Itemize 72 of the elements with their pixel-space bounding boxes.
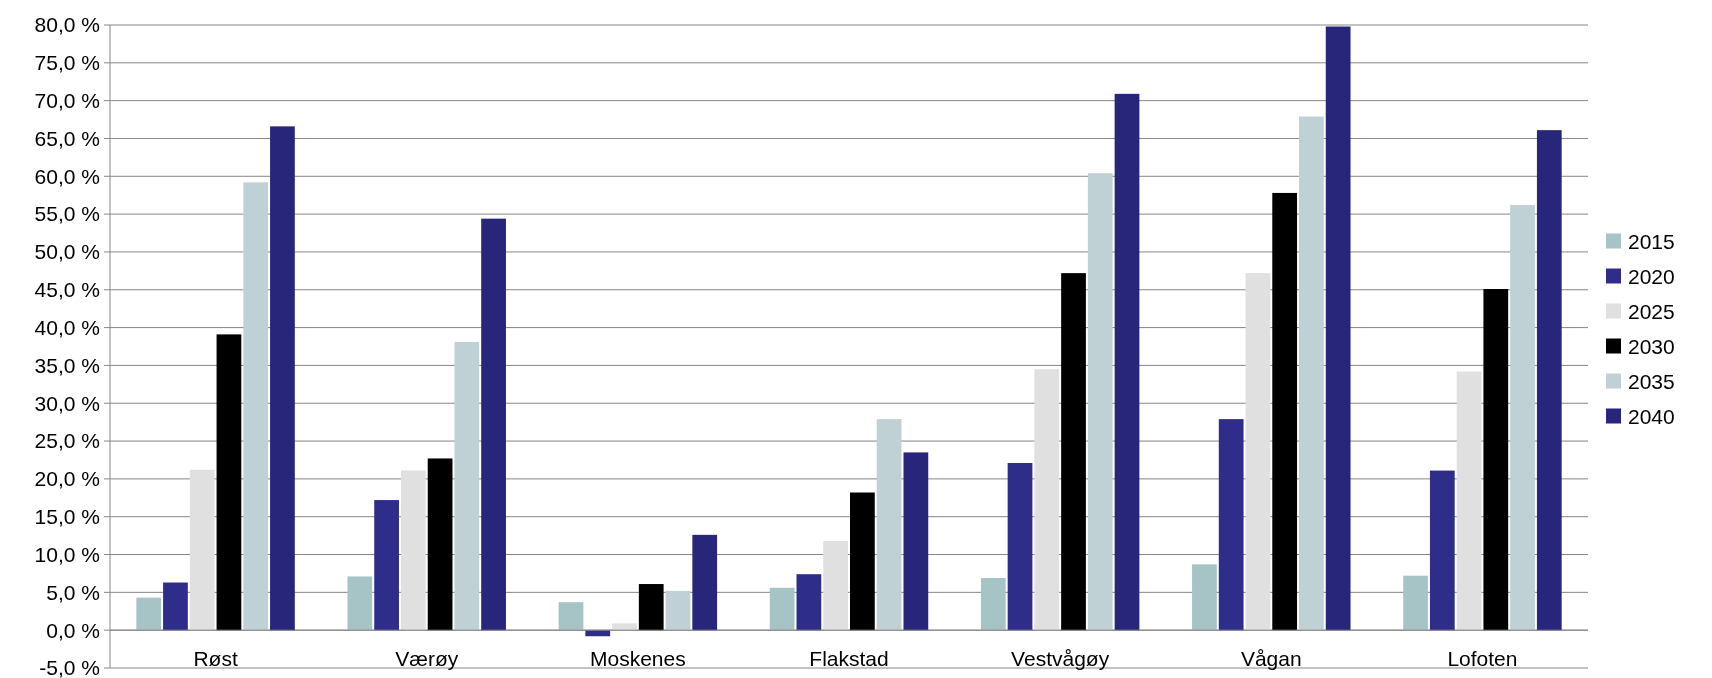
y-tick-label: 10,0 % <box>34 542 100 566</box>
y-tick-label: 5,0 % <box>46 580 100 604</box>
legend-label: 2020 <box>1628 264 1675 288</box>
legend-label: 2030 <box>1628 334 1675 358</box>
bar <box>1403 575 1428 631</box>
y-tick-label: 70,0 % <box>34 89 100 112</box>
bar <box>1218 419 1244 631</box>
y-tick-label: 80,0 % <box>34 13 100 37</box>
bar <box>1272 192 1298 631</box>
legend-label: 2015 <box>1628 229 1675 253</box>
bar <box>1536 130 1562 631</box>
y-tick-label: 60,0 % <box>34 164 100 188</box>
bar <box>1456 371 1482 631</box>
y-tick-label: 15,0 % <box>34 505 100 529</box>
bar <box>1087 173 1113 631</box>
x-tick-label: Røst <box>193 647 238 671</box>
bar <box>454 341 480 631</box>
bar <box>163 582 188 631</box>
bar <box>216 334 242 631</box>
bar <box>876 419 902 631</box>
bar <box>374 500 399 631</box>
bar <box>427 458 453 631</box>
bar <box>903 452 929 631</box>
x-tick-label: Lofoten <box>1447 647 1518 671</box>
x-tick-label: Moskenes <box>590 647 686 671</box>
bar <box>665 590 691 631</box>
bar <box>136 597 162 631</box>
bar <box>1114 93 1140 631</box>
bar <box>1510 205 1535 631</box>
y-tick-label: 0,0 % <box>46 618 100 642</box>
y-tick-label: 75,0 % <box>34 51 100 75</box>
x-tick-label: Vestvågøy <box>1011 647 1110 671</box>
bar <box>769 587 795 631</box>
bar <box>612 623 637 631</box>
x-tick-label: Flakstad <box>809 647 889 671</box>
y-tick-label: 55,0 % <box>34 202 100 226</box>
bar <box>1429 470 1455 631</box>
y-tick-label: 45,0 % <box>34 278 100 302</box>
bar <box>481 218 506 631</box>
legend-label: 2035 <box>1628 369 1675 393</box>
y-tick-label: 65,0 % <box>34 126 100 150</box>
y-tick-label: 30,0 % <box>34 391 100 415</box>
bar <box>1299 116 1324 631</box>
bar <box>823 540 848 631</box>
bar <box>1034 369 1060 631</box>
bar <box>850 492 875 631</box>
bar <box>558 602 584 631</box>
legend-label: 2025 <box>1628 299 1675 323</box>
bar <box>1325 26 1351 631</box>
legend-label: 2040 <box>1628 404 1675 428</box>
bar <box>980 577 1006 631</box>
bar <box>796 574 822 631</box>
x-tick-label: Værøy <box>395 647 459 671</box>
bar <box>692 534 718 631</box>
y-tick-label: 35,0 % <box>34 353 100 377</box>
y-tick-label: 50,0 % <box>34 240 100 264</box>
bar <box>1061 273 1086 631</box>
bar <box>1007 463 1033 631</box>
x-tick-label: Vågan <box>1240 647 1302 671</box>
bar <box>1483 289 1509 631</box>
bar <box>1245 273 1271 631</box>
bar <box>189 469 215 631</box>
bar <box>270 126 295 631</box>
bar <box>638 584 664 631</box>
bar <box>1192 564 1217 631</box>
bar <box>243 182 269 631</box>
y-tick-label: 40,0 % <box>34 315 100 339</box>
y-tick-label: -5,0 % <box>39 656 100 678</box>
y-tick-label: 25,0 % <box>34 429 100 453</box>
y-tick-label: 20,0 % <box>34 467 100 491</box>
bar <box>347 576 373 631</box>
bar <box>400 470 426 631</box>
